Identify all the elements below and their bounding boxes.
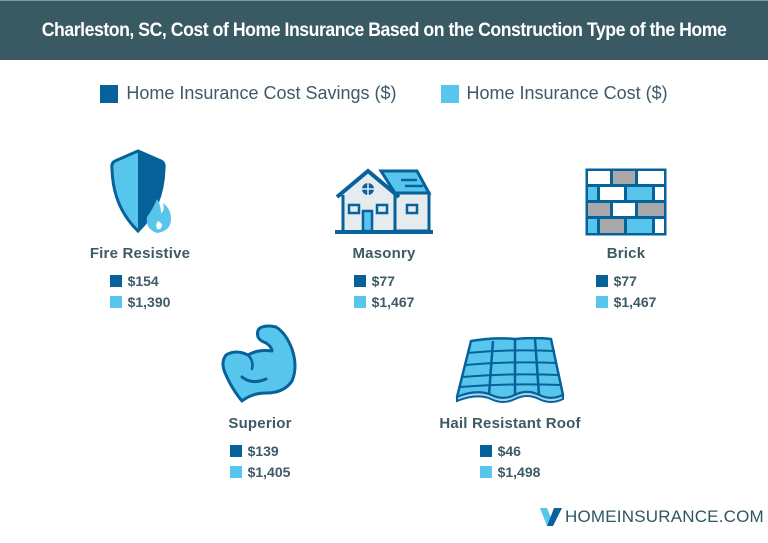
savings-swatch-icon <box>109 274 122 287</box>
legend-item-cost: Home Insurance Cost ($) <box>440 83 668 104</box>
savings-swatch-icon <box>479 444 492 457</box>
card-masonry: Masonry $77 $1,467 <box>294 145 474 313</box>
savings-swatch-icon <box>595 274 608 287</box>
item-label: Fire Resistive <box>89 245 191 262</box>
cost-swatch-icon <box>353 295 366 308</box>
cost-value: $1,390 <box>109 291 170 312</box>
house-icon <box>294 145 474 237</box>
item-label: Brick <box>606 245 646 262</box>
savings-swatch-icon <box>229 444 242 457</box>
page-title: Charleston, SC, Cost of Home Insurance B… <box>41 19 727 41</box>
savings-value: $77 <box>353 270 415 291</box>
legend-label: Home Insurance Cost ($) <box>466 83 668 103</box>
legend-label: Home Insurance Cost Savings ($) <box>126 83 397 103</box>
flexed-arm-icon <box>170 315 350 407</box>
savings-value: $77 <box>595 270 657 291</box>
savings-swatch-icon <box>100 84 119 103</box>
card-hail-resistant-roof: Hail Resistant Roof $46 $1,498 <box>420 315 600 483</box>
savings-swatch-icon <box>353 274 366 287</box>
brand-logo: HOMEINSURANCE.COM <box>540 507 764 527</box>
cost-swatch-icon <box>595 295 608 308</box>
card-fire-resistive: Fire Resistive $154 $1,390 <box>50 145 230 313</box>
cost-swatch-icon <box>229 465 242 478</box>
cost-value: $1,498 <box>479 461 540 482</box>
item-label: Masonry <box>352 245 416 262</box>
cost-value: $1,405 <box>229 461 290 482</box>
savings-value: $139 <box>229 440 291 461</box>
cost-swatch-icon <box>479 465 492 478</box>
title-banner: Charleston, SC, Cost of Home Insurance B… <box>0 0 768 60</box>
savings-value: $46 <box>479 440 541 461</box>
card-superior: Superior $139 $1,405 <box>170 315 350 483</box>
item-label: Superior <box>228 415 292 432</box>
item-label: Hail Resistant Roof <box>439 415 581 432</box>
card-brick: Brick $77 $1,467 <box>536 145 716 313</box>
cost-value: $1,467 <box>353 291 414 312</box>
savings-value: $154 <box>109 270 171 291</box>
shield-fire-icon <box>50 145 230 237</box>
cost-swatch-icon <box>109 295 122 308</box>
logo-text: HOMEINSURANCE.COM <box>565 507 764 526</box>
brick-wall-icon <box>536 145 716 237</box>
cost-swatch-icon <box>440 84 459 103</box>
roof-tiles-icon <box>420 315 600 407</box>
logo-v-icon <box>540 508 562 526</box>
legend: Home Insurance Cost Savings ($) Home Ins… <box>0 83 768 104</box>
cost-value: $1,467 <box>595 291 656 312</box>
legend-item-savings: Home Insurance Cost Savings ($) <box>100 83 397 104</box>
